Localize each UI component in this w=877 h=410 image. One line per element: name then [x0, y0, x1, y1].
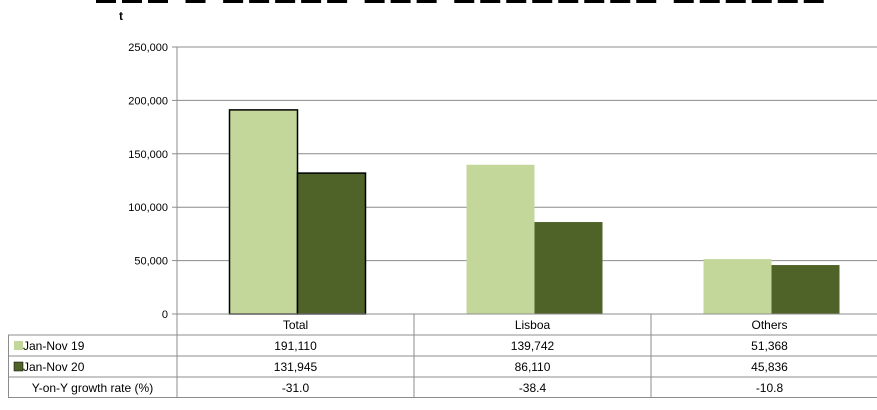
y-tick-label: 100,000: [128, 202, 168, 214]
bar-jan-nov-19-total: [228, 109, 299, 315]
growth-value: -31.0: [282, 381, 310, 395]
y-tick-label: 250,000: [128, 42, 168, 54]
table-value: 131,945: [274, 360, 318, 374]
table-value: 139,742: [511, 339, 555, 353]
growth-value: -10.8: [756, 381, 784, 395]
y-tick-label: 50,000: [134, 256, 168, 268]
x-tick-label: Others: [751, 318, 787, 332]
y-tick-label: 150,000: [128, 149, 168, 161]
bar-jan-nov-19-lisboa: [466, 164, 535, 314]
y-tick-label: 0: [162, 309, 168, 321]
table-value: 51,368: [751, 339, 788, 353]
table-value: 45,836: [751, 360, 788, 374]
bar-jan-nov-19-others: [703, 259, 772, 314]
table-value: 191,110: [274, 339, 317, 353]
legend-swatch: [14, 341, 23, 350]
x-tick-label: Total: [283, 318, 308, 332]
legend-label: Jan-Nov 19: [23, 339, 85, 353]
table-value: 86,110: [515, 360, 551, 374]
legend-swatch: [13, 361, 24, 372]
bar-jan-nov-20-lisboa: [534, 222, 603, 314]
x-tick-label: Lisboa: [515, 318, 551, 332]
growth-value: -38.4: [519, 381, 547, 395]
growth-row-label: Y-on-Y growth rate (%): [32, 381, 153, 395]
y-tick-label: 200,000: [128, 95, 168, 107]
chart-title-cropped: ▬▬▬ ▬ ▬▬▬▬▬ ▬▬▬ ▬▬▬▬▬▬▬▬ ▬▬▬▬▬▬: [0, 0, 877, 8]
y-axis-unit-label: t: [119, 9, 123, 23]
bar-jan-nov-20-total: [296, 172, 367, 315]
legend-label: Jan-Nov 20: [23, 360, 85, 374]
bar-jan-nov-20-others: [771, 265, 840, 314]
